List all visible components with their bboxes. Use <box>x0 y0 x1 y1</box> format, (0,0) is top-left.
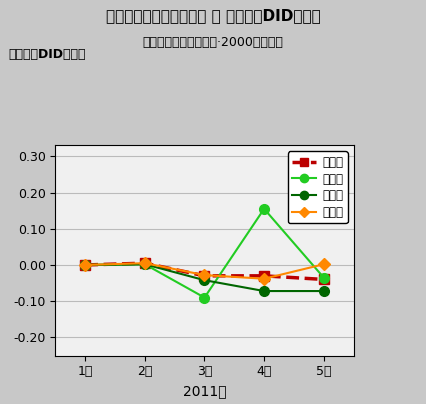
Text: 東日本大震災前後の家計 財 消費支出DID変化率: 東日本大震災前後の家計 財 消費支出DID変化率 <box>106 8 320 23</box>
X-axis label: 2011年: 2011年 <box>183 384 226 398</box>
Legend: 全　国, 東　北, 関　東, 他地域: 全 国, 東 北, 関 東, 他地域 <box>288 152 348 223</box>
Text: 対例年比DID変化率: 対例年比DID変化率 <box>9 48 86 61</box>
Text: （総務省家計調査月報·2000年実質）: （総務省家計調査月報·2000年実質） <box>143 36 283 49</box>
